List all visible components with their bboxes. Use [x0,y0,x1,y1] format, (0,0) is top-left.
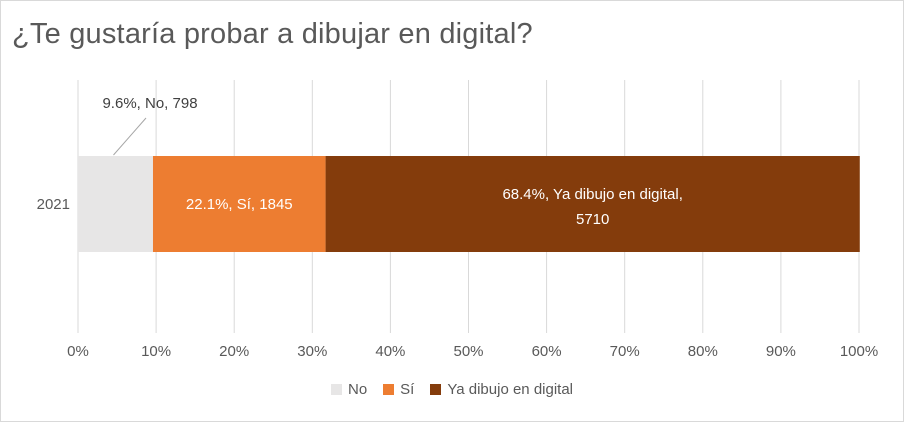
data-label-si: 22.1%, Sí, 1845 [186,196,293,213]
leader-line [113,117,147,156]
x-tick-label: 40% [375,343,405,360]
bar-segment-no [78,156,153,252]
legend-swatch-no [330,384,342,395]
legend-swatch-si [383,384,395,395]
data-labels: 9.6%, No, 798 22.1%, Sí, 1845 68.4%, Ya di… [102,95,682,228]
chart-title: ¿Te gustaría probar a dibujar en digital… [12,18,533,50]
data-label-ya-dibujo-line1: 68.4%, Ya dibujo en digital, [502,186,682,203]
legend-label-no: No [347,381,368,398]
data-label-no: 9.6%, No, 798 [102,95,197,112]
bar-segment-si [152,156,326,252]
x-tick-label: 20% [219,343,249,360]
x-tick-label: 60% [532,343,562,360]
x-tick-label: 50% [453,343,483,360]
legend-item-no: No [330,381,368,398]
bar-segment-ya-dibujo [325,156,860,252]
x-axis-ticks: 0% 10% 20% 30% 40% 50% 60% 70% 80% 90% 100% [67,343,878,360]
data-label-ya-dibujo-line2: 5710 [576,211,609,228]
y-axis-ticks: 2021 [37,196,70,213]
legend-item-ya-dibujo: Ya dibujo en digital [430,381,573,398]
legend: No Sí Ya dibujo en digital [0,381,904,398]
legend-item-si: Sí [383,381,414,398]
bar-series-group [78,156,860,252]
x-tick-label: 90% [766,343,796,360]
x-tick-label: 80% [688,343,718,360]
legend-swatch-ya-dibujo [430,384,442,395]
legend-label-si: Sí [400,381,415,398]
y-tick-label: 2021 [37,196,70,213]
x-tick-label: 70% [610,343,640,360]
x-tick-label: 30% [297,343,327,360]
x-tick-label: 10% [141,343,171,360]
x-tick-label: 100% [840,343,878,360]
x-tick-label: 0% [67,343,89,360]
legend-label-ya-dibujo: Ya dibujo en digital [447,381,574,398]
